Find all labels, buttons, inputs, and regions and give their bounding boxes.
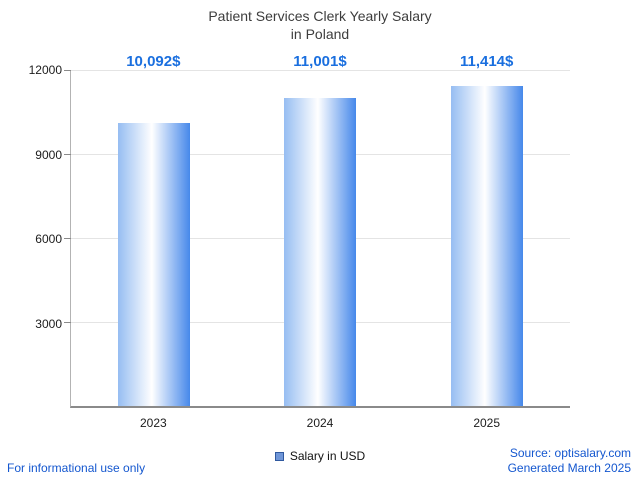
x-labels-row: 2023 2024 2025 xyxy=(70,416,570,430)
disclaimer-text: For informational use only xyxy=(7,461,146,475)
generated-text: Generated March 2025 xyxy=(507,461,631,476)
legend-label: Salary in USD xyxy=(289,449,366,463)
value-label-2025: 11,414$ xyxy=(459,53,514,70)
bar-slot xyxy=(404,70,570,406)
chart-title-line1: Patient Services Clerk Yearly Salary xyxy=(208,8,432,24)
bar-2023 xyxy=(118,123,191,406)
chart-title: Patient Services Clerk Yearly Salary in … xyxy=(0,7,640,43)
y-tickmark xyxy=(64,322,71,323)
bar-2024 xyxy=(284,97,357,406)
bar-slot xyxy=(71,70,237,406)
footer-source-block: Source: optisalary.com Generated March 2… xyxy=(508,446,631,477)
y-tick-label: 6000 xyxy=(35,232,62,246)
y-tick-label: 12000 xyxy=(28,63,62,77)
bars-layer xyxy=(71,70,570,406)
x-label-2023: 2023 xyxy=(139,416,167,430)
plot-area xyxy=(64,70,570,408)
value-label-2024: 11,001$ xyxy=(293,53,347,70)
y-tickmark xyxy=(64,154,71,155)
legend-marker-icon xyxy=(274,451,284,461)
x-label-2025: 2025 xyxy=(473,416,501,430)
source-link[interactable]: Source: optisalary.com xyxy=(509,445,631,460)
value-label-2023: 10,092$ xyxy=(126,53,181,70)
bar-slot xyxy=(237,70,403,406)
y-tickmark xyxy=(64,70,71,71)
value-labels-row: 10,092$ 11,001$ 11,414$ xyxy=(70,53,570,70)
gridline xyxy=(71,70,570,71)
ytick-labels: 3000 6000 9000 12000 xyxy=(0,63,62,408)
bar-2025 xyxy=(450,86,523,406)
y-tick-label: 3000 xyxy=(35,316,62,331)
legend: Salary in USD xyxy=(0,449,640,463)
chart-title-line2: in Poland xyxy=(290,26,350,43)
x-label-2024: 2024 xyxy=(306,416,334,430)
y-tickmark xyxy=(64,238,71,239)
y-tick-label: 9000 xyxy=(35,147,62,162)
